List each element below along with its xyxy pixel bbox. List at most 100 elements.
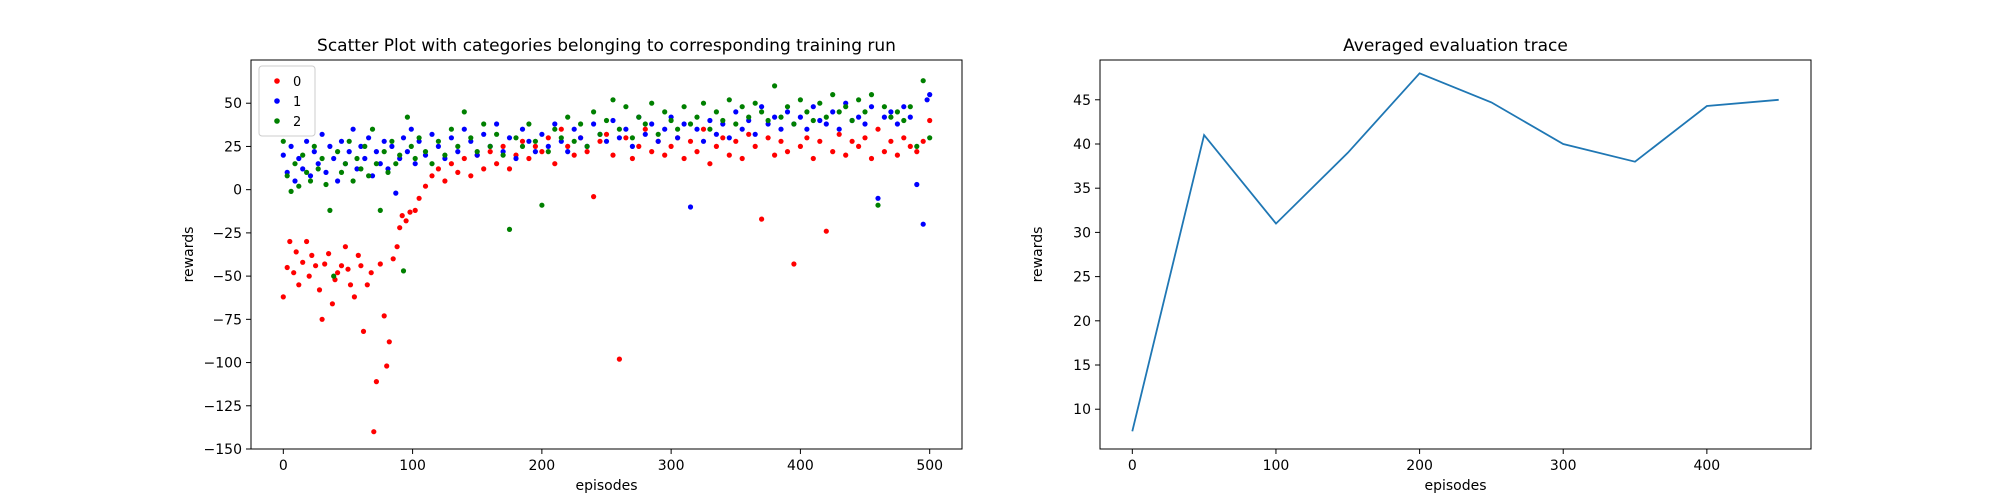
- line-chart: Averaged evaluation trace 10 15 20 25 30 35 40…: [1030, 36, 1812, 494]
- scatter-point-series-1: [707, 117, 713, 124]
- scatter-point-series-0: [309, 252, 315, 258]
- scatter-point-series-0: [778, 138, 784, 144]
- scatter-point-series-1: [578, 135, 584, 141]
- scatter-point-series-0: [616, 356, 623, 362]
- scatter-point-series-0: [412, 207, 418, 213]
- scatter-point-series-0: [435, 166, 441, 172]
- scatter-point-series-2: [823, 114, 829, 120]
- scatter-point-series-1: [565, 149, 571, 155]
- scatter-point-series-1: [888, 109, 894, 115]
- line-chart-title: Averaged evaluation trace: [1343, 36, 1568, 56]
- scatter-point-series-2: [907, 104, 913, 110]
- scatter-point-series-0: [506, 166, 513, 172]
- scatter-point-series-2: [856, 97, 862, 103]
- scatter-point-series-1: [649, 121, 655, 127]
- scatter-point-series-0: [287, 238, 293, 245]
- legend-marker-1: [274, 98, 280, 104]
- scatter-point-series-1: [526, 138, 532, 144]
- scatter-point-series-1: [687, 204, 694, 210]
- scatter-point-series-1: [675, 135, 681, 141]
- scatter-point-series-2: [655, 131, 661, 137]
- scatter-point-series-0: [347, 282, 354, 288]
- scatter-point-series-0: [351, 294, 357, 300]
- scatter-point-series-2: [526, 121, 532, 127]
- scatter-point-series-0: [888, 138, 894, 144]
- scatter-point-series-1: [552, 121, 558, 127]
- scatter-point-series-0: [894, 152, 901, 158]
- scatter-point-series-0: [914, 149, 920, 155]
- scatter-point-series-2: [311, 143, 317, 149]
- scatter-point-series-0: [373, 379, 379, 385]
- scatter-point-series-0: [386, 339, 392, 345]
- scatter-point-series-0: [700, 126, 707, 132]
- scatter-point-series-0: [713, 143, 720, 149]
- scatter-point-series-0: [532, 143, 539, 149]
- legend-label-1: 1: [293, 95, 301, 110]
- scatter-point-series-1: [823, 121, 829, 127]
- scatter-point-series-0: [494, 161, 500, 167]
- scatter-point-series-2: [791, 121, 797, 127]
- scatter-point-series-2: [616, 126, 623, 132]
- scatter-chart: Scatter Plot with categories belonging t…: [181, 36, 963, 494]
- scatter-point-series-2: [927, 135, 933, 141]
- scatter-point-series-0: [752, 143, 758, 149]
- scatter-point-series-2: [603, 117, 610, 124]
- scatter-point-series-0: [636, 143, 642, 149]
- scatter-point-series-0: [429, 173, 435, 179]
- scatter-point-series-1: [752, 131, 758, 137]
- scatter-point-series-2: [901, 117, 907, 124]
- scatter-point-series-2: [296, 183, 302, 189]
- scatter-point-series-1: [358, 143, 364, 149]
- scatter-chart-title: Scatter Plot with categories belonging t…: [317, 36, 896, 56]
- scatter-point-series-0: [629, 155, 636, 162]
- scatter-point-series-1: [868, 104, 875, 110]
- scatter-point-series-1: [924, 97, 930, 103]
- scatter-point-series-1: [335, 178, 341, 184]
- scatter-point-series-2: [920, 78, 926, 84]
- y-tick-label: 30: [1073, 225, 1091, 241]
- scatter-point-series-2: [642, 121, 648, 127]
- scatter-point-series-1: [778, 126, 784, 132]
- scatter-point-series-2: [662, 109, 668, 115]
- scatter-point-series-1: [393, 190, 399, 196]
- scatter-point-series-2: [429, 161, 435, 167]
- scatter-point-series-2: [404, 114, 410, 120]
- scatter-point-series-2: [455, 143, 461, 149]
- scatter-point-series-0: [384, 363, 390, 369]
- scatter-points: [280, 78, 933, 435]
- y-tick-label: 25: [224, 139, 242, 155]
- scatter-point-series-2: [836, 109, 842, 115]
- scatter-point-series-0: [849, 138, 855, 144]
- scatter-point-series-1: [610, 117, 616, 124]
- scatter-point-series-2: [694, 114, 700, 120]
- scatter-point-series-0: [313, 263, 319, 269]
- scatter-point-series-1: [856, 114, 862, 120]
- scatter-point-series-0: [355, 252, 361, 258]
- scatter-point-series-2: [362, 143, 368, 149]
- legend-marker-0: [274, 78, 280, 84]
- scatter-point-series-2: [373, 161, 379, 167]
- scatter-point-series-2: [408, 143, 414, 149]
- scatter-point-series-2: [733, 121, 739, 127]
- scatter-point-series-2: [888, 114, 894, 120]
- legend-label-0: 0: [293, 75, 301, 90]
- scatter-point-series-1: [292, 178, 298, 184]
- scatter-point-series-2: [765, 117, 771, 124]
- scatter-point-series-0: [291, 270, 297, 276]
- scatter-point-series-0: [862, 135, 868, 141]
- scatter-x-axis: 0 100 200 300 400 500: [279, 449, 943, 474]
- scatter-point-series-0: [442, 178, 448, 184]
- scatter-point-series-1: [539, 131, 545, 137]
- scatter-point-series-2: [442, 152, 448, 158]
- scatter-point-series-1: [377, 161, 383, 167]
- scatter-point-series-1: [733, 109, 739, 115]
- scatter-point-series-0: [856, 143, 862, 149]
- scatter-point-series-2: [746, 114, 752, 120]
- x-tick-label: 300: [1550, 458, 1577, 474]
- scatter-point-series-1: [642, 131, 648, 137]
- x-tick-label: 200: [1406, 458, 1433, 474]
- scatter-point-series-0: [668, 143, 674, 149]
- scatter-point-series-2: [319, 155, 325, 162]
- scatter-point-series-0: [875, 126, 881, 132]
